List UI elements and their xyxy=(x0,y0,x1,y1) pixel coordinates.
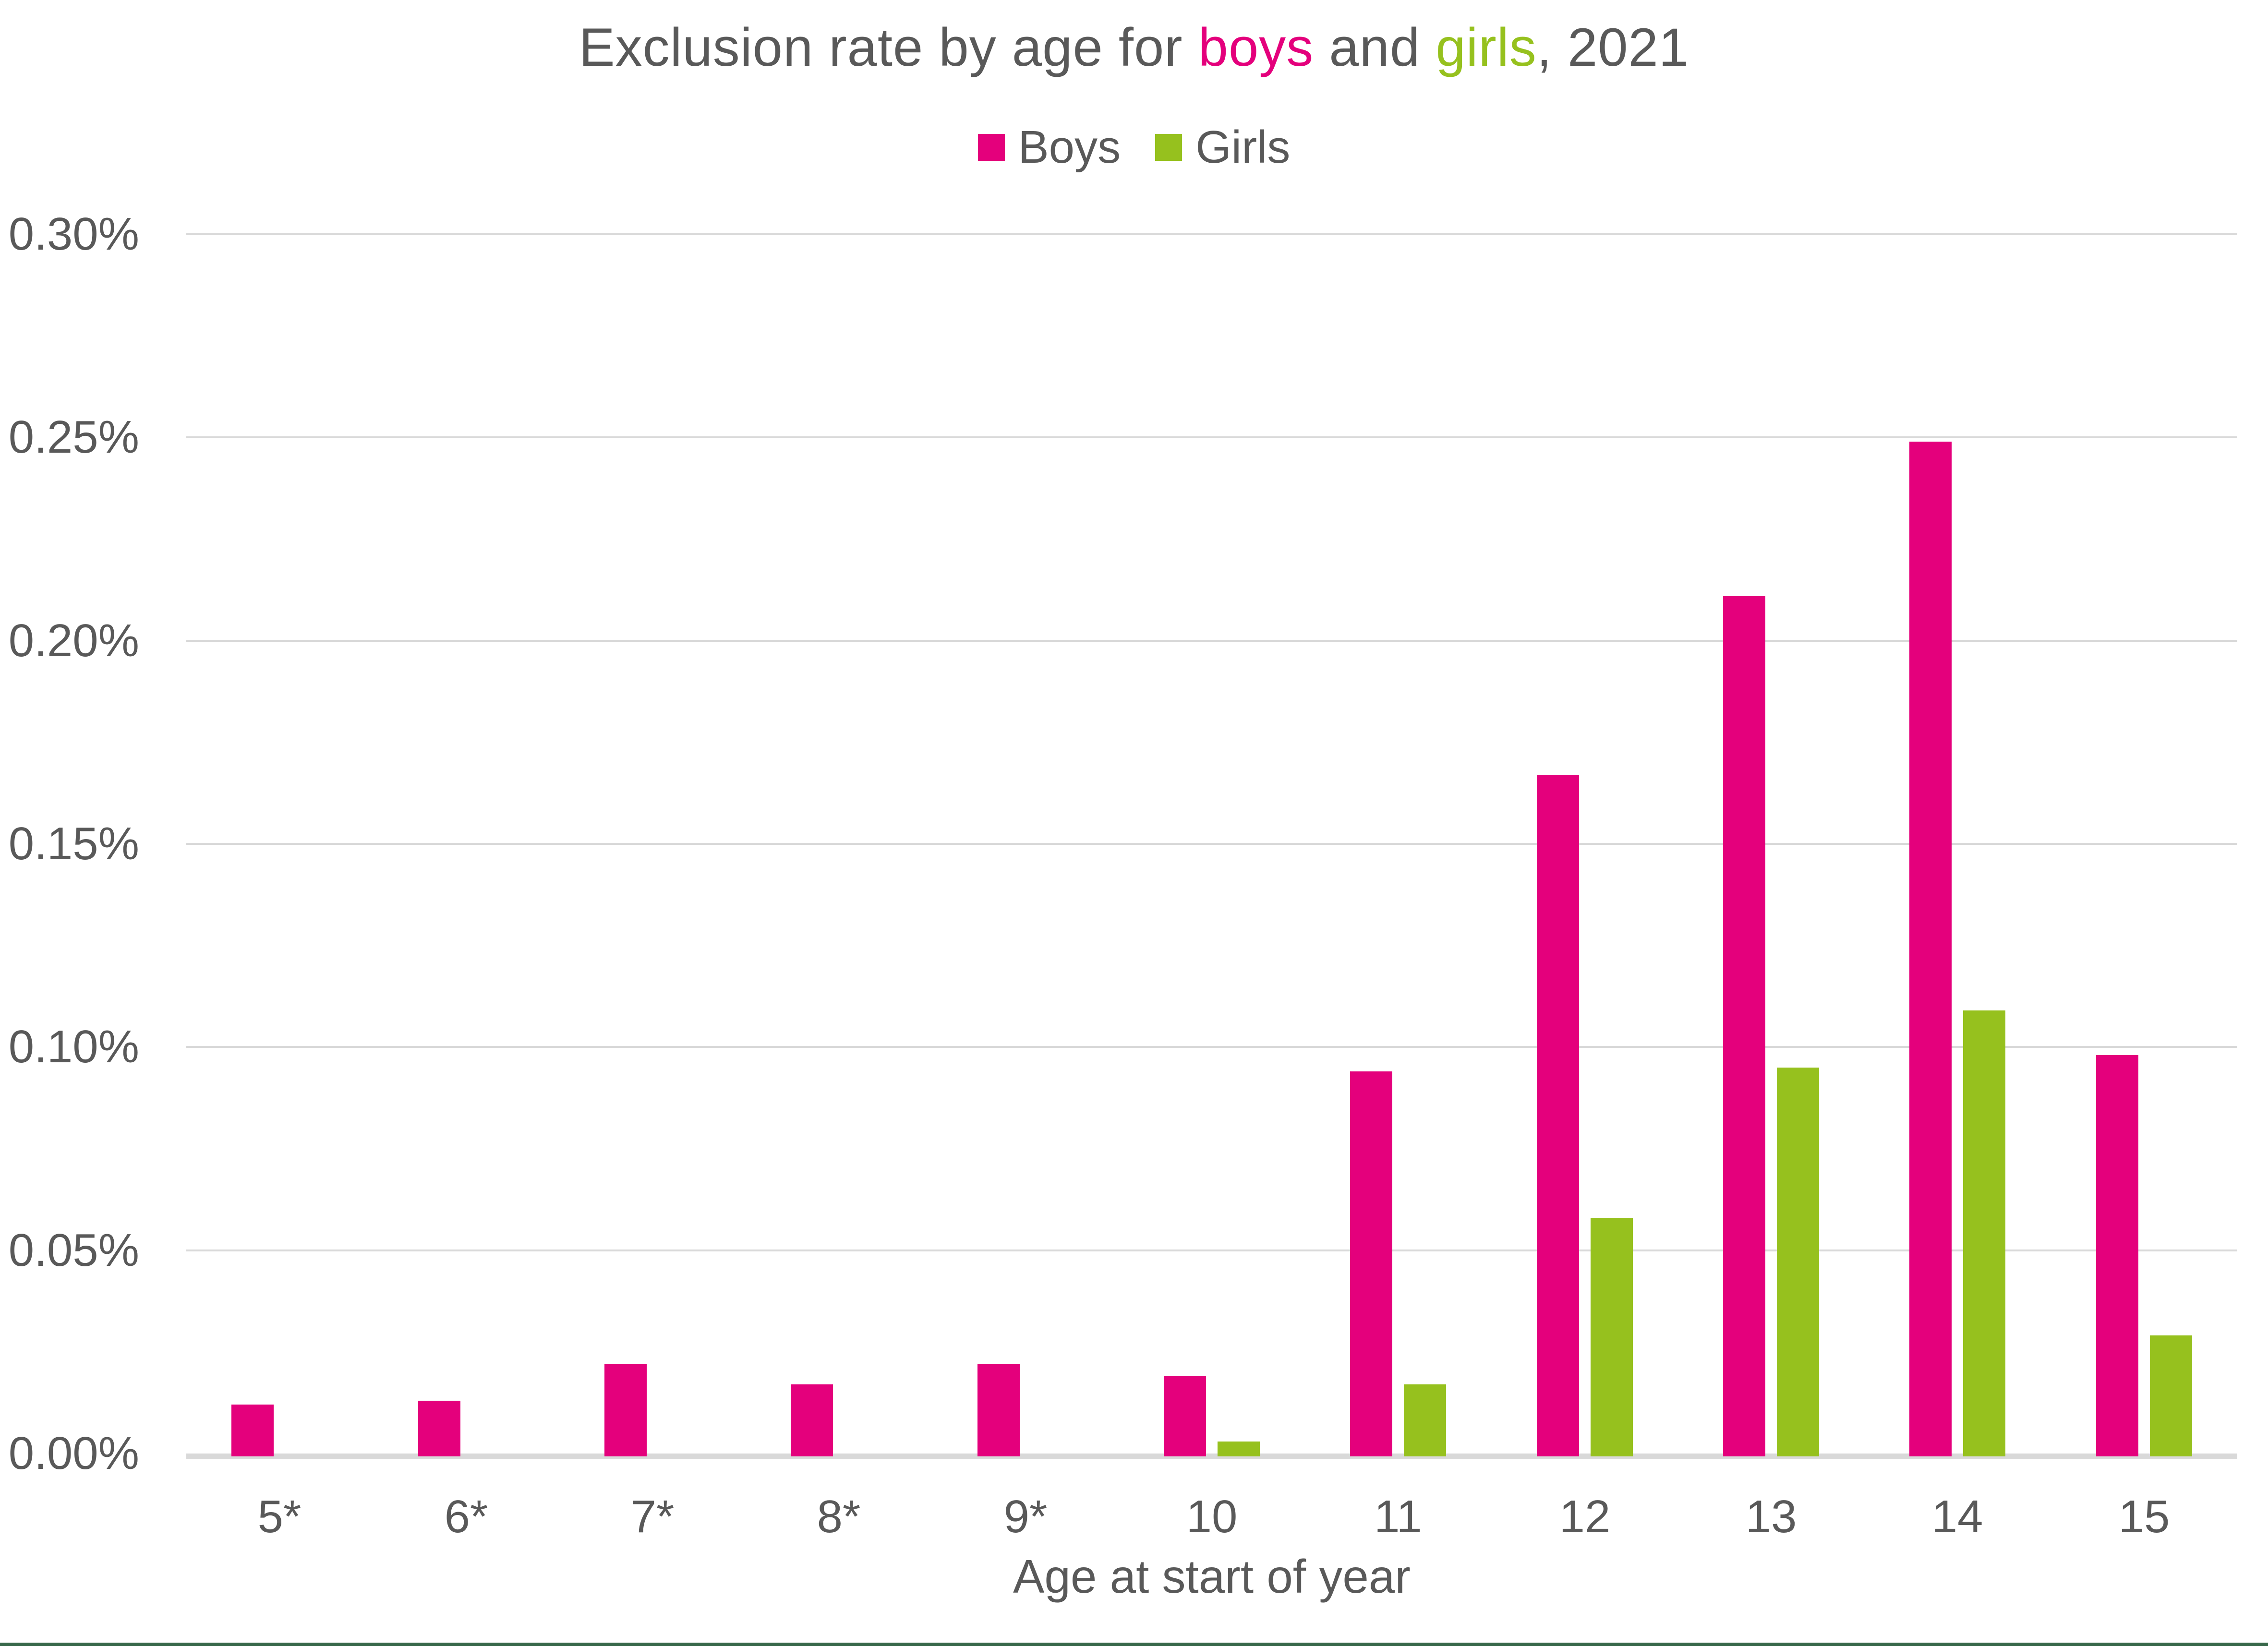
bar-boys-13 xyxy=(1723,596,1765,1456)
y-tick-label-0.30%: 0.30% xyxy=(8,208,139,260)
bar-girls-10 xyxy=(1218,1442,1260,1456)
legend-item-boys: Boys xyxy=(977,121,1121,174)
bar-girls-14 xyxy=(1963,1010,2005,1456)
y-tick-label-0.05%: 0.05% xyxy=(8,1224,139,1276)
legend-label-girls: Girls xyxy=(1195,121,1291,173)
bar-girls-12 xyxy=(1591,1218,1633,1456)
title-word-boys: boys xyxy=(1198,17,1314,77)
gridline-0.10% xyxy=(186,1046,2237,1048)
bar-boys-6* xyxy=(418,1401,460,1456)
x-tick-label-8*: 8* xyxy=(817,1491,861,1542)
bar-boys-5* xyxy=(231,1405,274,1456)
x-tick-label-7*: 7* xyxy=(630,1491,675,1542)
y-tick-label-0.10%: 0.10% xyxy=(8,1021,139,1073)
y-tick-label-0.25%: 0.25% xyxy=(8,411,139,463)
x-tick-label-10: 10 xyxy=(1186,1491,1238,1542)
gridline-0.15% xyxy=(186,843,2237,845)
bar-girls-15 xyxy=(2150,1335,2192,1456)
x-tick-label-6*: 6* xyxy=(444,1491,488,1542)
title-text-tail: , 2021 xyxy=(1536,17,1689,77)
x-tick-label-15: 15 xyxy=(2118,1491,2170,1542)
gridline-0.25% xyxy=(186,436,2237,439)
x-tick-label-11: 11 xyxy=(1374,1491,1422,1542)
y-tick-label-0.00%: 0.00% xyxy=(8,1428,139,1479)
bar-boys-10 xyxy=(1164,1376,1206,1456)
bar-boys-8* xyxy=(791,1384,833,1456)
bar-boys-7* xyxy=(604,1364,647,1456)
chart-title: Exclusion rate by age for boys and girls… xyxy=(0,16,2268,78)
title-word-girls: girls xyxy=(1436,17,1537,77)
bar-girls-11 xyxy=(1404,1384,1446,1456)
x-tick-label-12: 12 xyxy=(1559,1491,1611,1542)
girls-swatch-icon xyxy=(1155,134,1182,161)
bar-boys-15 xyxy=(2096,1055,2138,1456)
y-tick-label-0.15%: 0.15% xyxy=(8,818,139,869)
bar-boys-11 xyxy=(1350,1071,1392,1456)
title-text-lead: Exclusion rate by age for xyxy=(579,17,1198,77)
x-tick-label-14: 14 xyxy=(1931,1491,1983,1542)
legend: Boys Girls xyxy=(0,121,2268,174)
bar-girls-13 xyxy=(1777,1068,1819,1456)
x-tick-label-13: 13 xyxy=(1745,1491,1797,1542)
legend-label-boys: Boys xyxy=(1018,121,1121,173)
x-tick-label-9*: 9* xyxy=(1003,1491,1048,1542)
gridline-0.05% xyxy=(186,1249,2237,1251)
title-text-mid: and xyxy=(1314,17,1436,77)
gridline-0.30% xyxy=(186,233,2237,235)
y-tick-label-0.20%: 0.20% xyxy=(8,614,139,666)
boys-swatch-icon xyxy=(977,134,1005,161)
gridline-0.20% xyxy=(186,639,2237,642)
legend-item-girls: Girls xyxy=(1155,121,1290,174)
bar-boys-14 xyxy=(1909,442,1952,1456)
bar-boys-9* xyxy=(977,1364,1020,1456)
footer-rule xyxy=(0,1643,2268,1646)
x-tick-label-5*: 5* xyxy=(257,1491,302,1542)
x-axis-title: Age at start of year xyxy=(1013,1550,1411,1603)
bar-boys-12 xyxy=(1537,775,1579,1456)
